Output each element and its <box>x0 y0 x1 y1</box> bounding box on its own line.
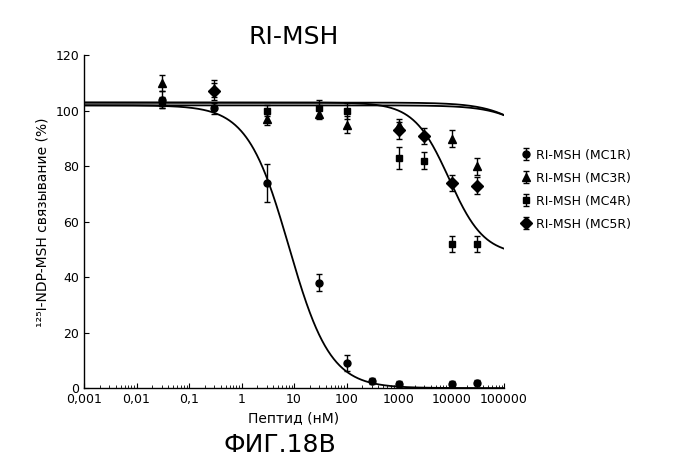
Y-axis label: ¹²⁵I-NDP-MSH связывание (%): ¹²⁵I-NDP-MSH связывание (%) <box>36 117 50 327</box>
Title: RI-MSH: RI-MSH <box>248 25 340 49</box>
X-axis label: Пептид (нМ): Пептид (нМ) <box>248 412 340 426</box>
Text: ФИГ.18В: ФИГ.18В <box>223 433 337 457</box>
Legend: RI-MSH (MC1R), RI-MSH (MC3R), RI-MSH (MC4R), RI-MSH (MC5R): RI-MSH (MC1R), RI-MSH (MC3R), RI-MSH (MC… <box>519 145 635 234</box>
